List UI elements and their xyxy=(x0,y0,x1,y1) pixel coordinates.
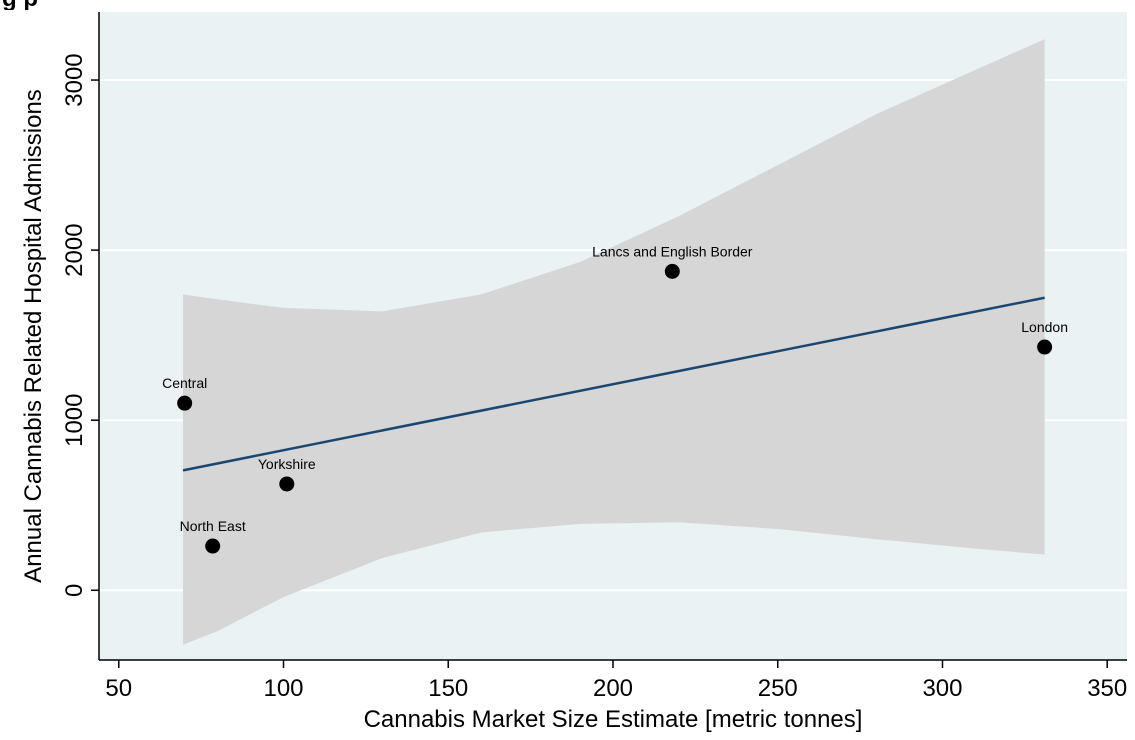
y-axis-ticks: 0 1000 2000 3000 xyxy=(61,53,99,597)
data-point xyxy=(177,395,193,411)
point-label: Yorkshire xyxy=(258,456,316,472)
x-tick-label: 150 xyxy=(428,675,468,702)
x-tick-label: 350 xyxy=(1087,675,1127,702)
y-tick-label: 1000 xyxy=(61,393,88,446)
x-tick-label: 250 xyxy=(758,675,798,702)
data-point xyxy=(1037,339,1053,355)
x-tick-label: 50 xyxy=(105,675,132,702)
point-label: Lancs and English Border xyxy=(592,243,753,259)
data-point xyxy=(205,538,221,554)
y-tick-label: 2000 xyxy=(61,223,88,276)
data-points: Central North East Yorkshire Lancs and Engl… xyxy=(162,243,1068,554)
x-axis-label: Cannabis Market Size Estimate [metric to… xyxy=(364,706,863,733)
point-label: Central xyxy=(162,375,207,391)
x-axis-ticks: 50 100 150 200 250 300 350 xyxy=(105,660,1127,702)
data-point xyxy=(279,476,295,492)
data-point xyxy=(664,263,680,279)
chart-heading-text: g p xyxy=(2,0,38,10)
x-tick-label: 300 xyxy=(922,675,962,702)
fit-line xyxy=(182,296,1045,472)
confidence-band xyxy=(183,39,1045,645)
y-tick-label: 0 xyxy=(61,584,88,597)
x-tick-label: 100 xyxy=(263,675,303,702)
point-label: North East xyxy=(180,518,246,534)
point-label: London xyxy=(1021,319,1068,335)
x-tick-label: 200 xyxy=(593,675,633,702)
y-axis-label: Annual Cannabis Related Hospital Admissi… xyxy=(20,89,47,583)
chart-heading-clipped: g p xyxy=(0,0,1135,10)
y-tick-label: 3000 xyxy=(61,53,88,106)
